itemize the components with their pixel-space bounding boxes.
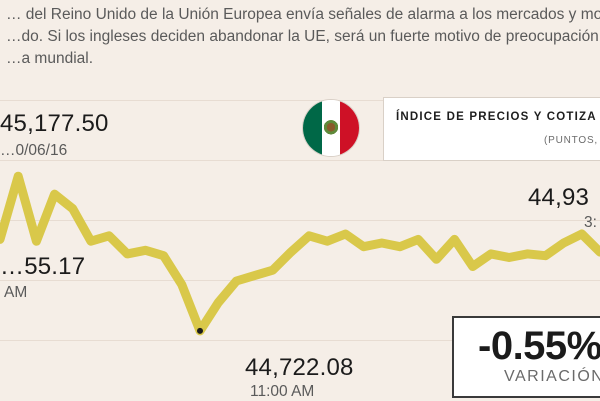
min-value-label: 44,722.08 — [245, 354, 354, 382]
max-value-label: 45,177.50 — [0, 110, 109, 138]
min-point-marker — [197, 328, 203, 334]
index-unit: (PUNTOS, I — [544, 135, 600, 146]
variation-value: -0.55% — [478, 324, 600, 369]
series-line — [0, 176, 600, 331]
index-info-box: ÍNDICE DE PRECIOS Y COTIZA (PUNTOS, I — [383, 97, 600, 161]
variation-label: VARIACIÓN — [504, 368, 600, 386]
open-time-label: AM — [4, 284, 27, 302]
close-value-label: 44,93 — [528, 184, 589, 212]
min-time-label: 11:00 AM — [250, 383, 314, 401]
index-title: ÍNDICE DE PRECIOS Y COTIZA — [396, 111, 597, 123]
close-time-label: 3: — [584, 214, 597, 232]
max-date-label: …0/06/16 — [0, 142, 67, 160]
mexico-flag-icon — [303, 100, 359, 156]
open-value-label: …55.17 — [0, 253, 85, 281]
variation-box: -0.55% VARIACIÓN — [452, 316, 600, 398]
